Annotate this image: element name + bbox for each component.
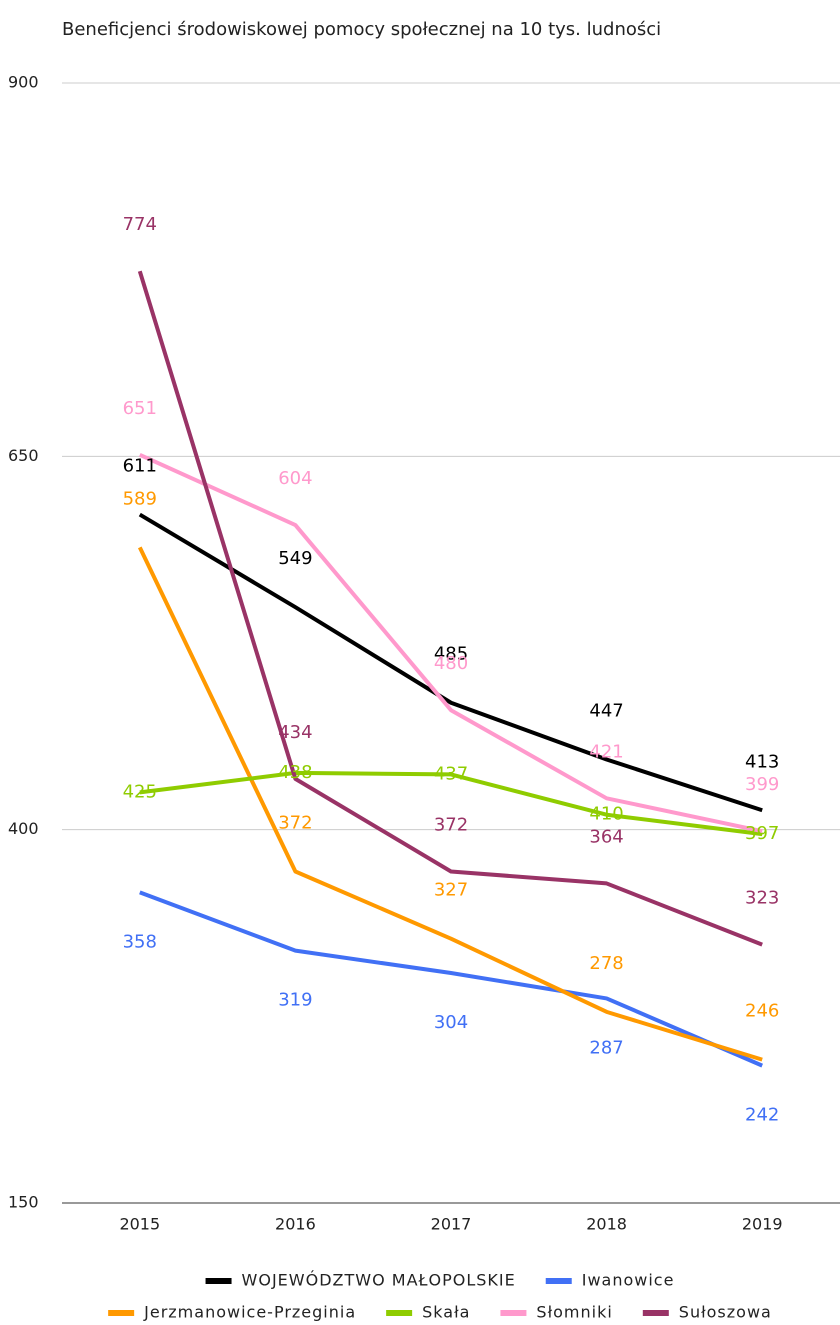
data-label: 774 [123,214,157,235]
data-label: 421 [589,741,623,762]
data-label: 437 [434,763,468,784]
series-line [137,270,763,947]
data-label: 358 [123,931,157,952]
x-tick-label: 2019 [742,1215,783,1234]
legend-swatch [386,1310,413,1316]
data-label: 319 [278,990,312,1011]
series-line [139,770,763,837]
y-tick-label: 900 [8,73,39,92]
y-tick-label: 150 [8,1193,39,1212]
y-tick-label: 650 [8,446,39,465]
data-label: 399 [745,774,779,795]
legend-label: Sułoszowa [679,1303,772,1322]
series-line [139,890,763,1068]
legend-label: Jerzmanowice-Przeginia [143,1303,356,1322]
data-label: 447 [589,700,623,721]
series-line [138,512,763,813]
x-tick-label: 2018 [586,1215,627,1234]
data-label: 611 [123,456,157,477]
chart-title: Beneficjenci środowiskowej pomocy społec… [62,19,661,40]
data-label: 485 [434,644,468,665]
data-label: 304 [434,1012,468,1033]
x-tick-label: 2017 [431,1215,472,1234]
y-tick-label: 400 [8,819,39,838]
legend-swatch [108,1310,135,1316]
legend-label: WOJEWÓDZTWO MAŁOPOLSKIE [242,1271,516,1290]
data-label: 434 [278,722,312,743]
x-tick-label: 2016 [275,1215,316,1234]
x-tick-label: 2015 [119,1215,160,1234]
legend-swatch [500,1310,527,1316]
data-label: 438 [278,762,312,783]
legend-swatch [642,1310,669,1316]
data-label: 323 [745,888,779,909]
legend-label: Skała [422,1303,470,1322]
data-label: 397 [745,823,779,844]
data-label: 425 [123,781,157,802]
legend-label: Słomniki [536,1303,612,1322]
legend-swatch [205,1278,232,1284]
series-line [137,546,763,1062]
data-label: 413 [745,751,779,772]
data-label: 246 [745,1001,779,1022]
data-label: 364 [589,826,623,847]
data-label: 410 [589,804,623,825]
data-label: 327 [434,880,468,901]
data-label: 480 [434,653,468,674]
data-label: 651 [123,398,157,419]
data-label: 278 [589,953,623,974]
legend-label: Iwanowice [582,1271,675,1290]
data-label: 372 [434,814,468,835]
data-label: 589 [123,488,157,509]
legend-swatch [545,1278,572,1284]
data-label: 287 [589,1037,623,1058]
data-label: 372 [278,812,312,833]
data-label: 549 [278,548,312,569]
data-label: 242 [745,1105,779,1126]
series-line [138,453,763,834]
data-label: 604 [278,468,312,489]
